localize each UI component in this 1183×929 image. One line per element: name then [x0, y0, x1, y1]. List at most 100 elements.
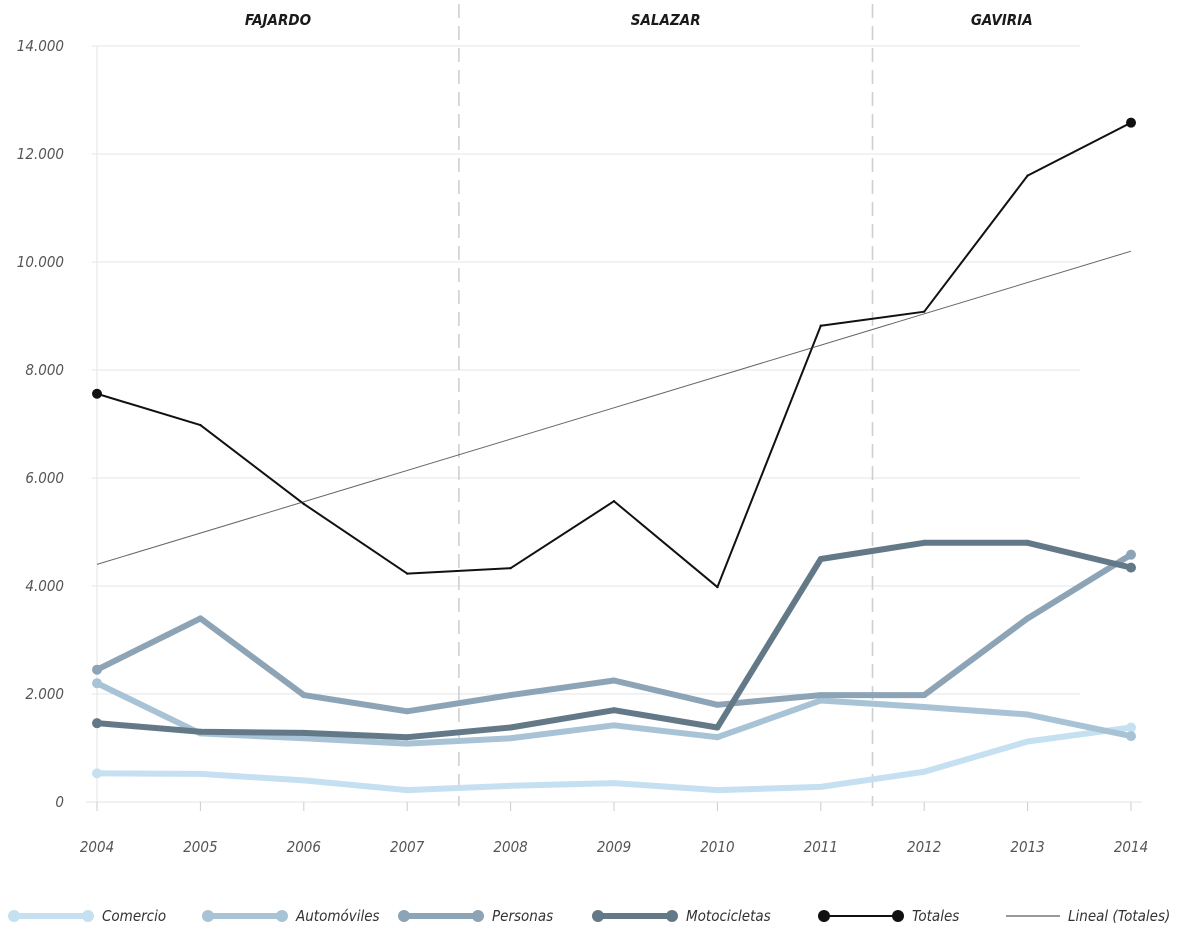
series-personas-point — [714, 701, 721, 708]
series-automoviles-point — [714, 734, 721, 741]
legend-item-motocicletas-label: Motocicletas — [686, 907, 771, 925]
series-personas-point — [1126, 549, 1136, 560]
gridlines — [92, 45, 1080, 695]
series-totales — [92, 117, 1136, 589]
legend-item-comercio: Comercio — [8, 907, 166, 925]
x-tick-label: 2010 — [700, 838, 734, 856]
legend-item-motocicletas-marker — [592, 910, 604, 922]
period-separators — [458, 4, 874, 806]
series-motocicletas-point — [92, 718, 102, 729]
series-comercio-point — [817, 783, 824, 790]
series-motocicletas-point — [921, 539, 928, 546]
series-totales-point — [612, 500, 616, 503]
series-comercio-point — [1024, 738, 1031, 745]
series-automoviles-point — [300, 735, 307, 742]
series-totales-point — [1126, 117, 1136, 128]
series-automoviles-point — [1126, 731, 1136, 742]
series-totales-point — [923, 310, 926, 313]
series-automoviles-point — [817, 697, 824, 704]
series-personas-point — [507, 692, 514, 699]
y-tick-label: 12.000 — [17, 145, 64, 163]
series-motocicletas-point — [197, 728, 204, 735]
y-tick-label: 8.000 — [25, 361, 64, 379]
series-comercio-point — [921, 768, 928, 775]
legend-item-automoviles: Automóviles — [202, 907, 380, 925]
legend-item-totales-marker — [818, 910, 830, 922]
x-tick-label: 2014 — [1114, 838, 1148, 856]
period-label-salazar: SALAZAR — [631, 11, 701, 29]
series-automoviles-point — [507, 735, 514, 742]
legend-item-automoviles-marker — [202, 910, 214, 922]
legend-item-personas: Personas — [398, 907, 553, 925]
legend-item-motocicletas: Motocicletas — [592, 907, 771, 925]
legend-item-totales-marker — [892, 910, 904, 922]
legend-item-automoviles-marker — [276, 910, 288, 922]
series-totales-point — [199, 423, 202, 427]
series-motocicletas-point — [300, 729, 307, 736]
series-personas-point — [404, 708, 411, 715]
series-personas-point — [817, 692, 824, 699]
y-tick-label: 4.000 — [25, 577, 64, 595]
legend-item-personas-marker — [472, 910, 484, 922]
x-tick-label: 2012 — [907, 838, 941, 856]
series-motocicletas-point — [1024, 539, 1031, 546]
series-totales-point — [716, 585, 719, 589]
series-totales-point — [819, 324, 822, 327]
y-tick-label: 10.000 — [17, 253, 64, 271]
series-totales-point — [1026, 174, 1029, 177]
series-lineal-totales — [96, 250, 1132, 565]
legend-item-totales: Totales — [818, 907, 959, 925]
x-tick-label: 2007 — [390, 838, 425, 856]
series-motocicletas-point — [507, 724, 514, 731]
series-motocicletas-point — [611, 707, 617, 714]
series-motocicletas-point — [817, 556, 824, 562]
series-personas-point — [197, 615, 204, 622]
series-automoviles-point — [611, 722, 617, 729]
legend-item-personas-marker — [398, 910, 410, 922]
series-totales-point — [302, 502, 305, 506]
x-tick-label: 2005 — [183, 838, 217, 856]
series-personas — [92, 549, 1136, 715]
series-totales-point — [406, 572, 409, 575]
series-motocicletas — [92, 539, 1136, 741]
series-automoviles-point — [404, 740, 411, 747]
series-motocicletas-point — [1126, 562, 1136, 573]
series-totales-point — [509, 566, 512, 570]
series-personas-line — [94, 551, 1134, 715]
series-motocicletas-point — [714, 724, 721, 731]
series-automoviles-point — [921, 703, 928, 710]
series-personas-point — [300, 692, 307, 699]
legend-item-comercio-label: Comercio — [102, 907, 166, 925]
x-tick-label: 2006 — [287, 838, 321, 856]
legend-item-personas-label: Personas — [492, 907, 553, 925]
legend-item-totales-label: Totales — [912, 907, 959, 925]
series-comercio-point — [507, 782, 514, 789]
plot-series — [92, 117, 1136, 794]
series-personas-point — [1024, 615, 1031, 622]
series-personas-point — [611, 677, 617, 684]
legend: Comercio Automóviles Personas Motocicletas T… — [8, 907, 1170, 925]
series-totales-point — [92, 388, 102, 399]
y-tick-label: 0 — [55, 793, 64, 811]
legend-item-lineal-totales-label: Lineal (Totales) — [1068, 907, 1170, 925]
legend-item-motocicletas-marker — [666, 910, 678, 922]
series-automoviles-point — [92, 678, 102, 689]
series-motocicletas-point — [404, 734, 411, 741]
legend-item-comercio-marker — [82, 910, 94, 922]
y-axis: 0 2.000 4.000 6.000 8.000 10.000 12.000 14.000 — [17, 37, 98, 811]
series-comercio — [92, 722, 1136, 794]
legend-item-lineal-totales: Lineal (Totales) — [1006, 907, 1170, 925]
y-tick-label: 2.000 — [25, 685, 64, 703]
series-comercio-point — [611, 780, 617, 787]
series-lineal-totales-line — [96, 250, 1132, 565]
x-axis: 2004 2005 2006 2007 2008 2009 2010 2011 2012 2013… — [80, 801, 1148, 856]
x-tick-label: 2008 — [493, 838, 527, 856]
series-comercio-point — [197, 770, 204, 777]
legend-item-automoviles-label: Automóviles — [295, 907, 380, 925]
period-label-gaviria: GAVIRIA — [971, 11, 1033, 29]
series-personas-point — [921, 692, 928, 699]
x-tick-label: 2009 — [597, 838, 631, 856]
y-tick-label: 6.000 — [25, 469, 64, 487]
period-labels: FAJARDO SALAZAR GAVIRIA — [245, 11, 1033, 29]
